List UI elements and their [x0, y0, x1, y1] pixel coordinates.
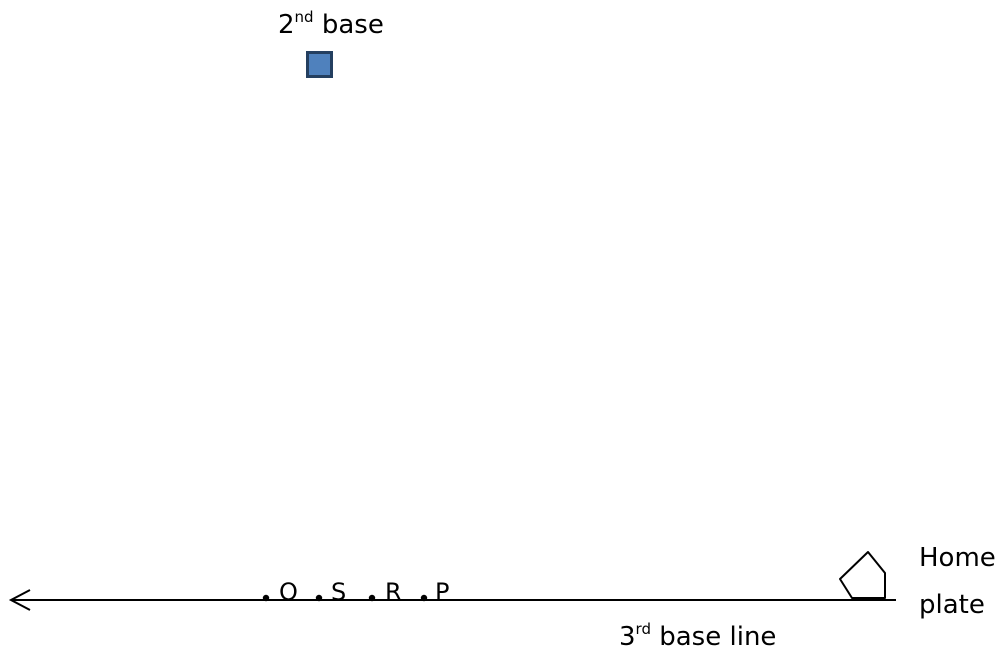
point-s-label: S [331, 578, 347, 606]
point-p-label: P [435, 578, 450, 606]
second-base-marker [306, 51, 333, 78]
point-r-label: R [385, 578, 402, 606]
third-base-words: base line [659, 622, 777, 652]
second-base-label: 2nd base [278, 10, 384, 40]
point-o-label: O [279, 578, 298, 606]
point-r-dot [368, 594, 376, 602]
third-base-suffix: rd [635, 620, 651, 638]
second-base-number: 2 [278, 10, 295, 40]
home-plate-label-line2: plate [919, 590, 985, 620]
point-p-dot [420, 594, 428, 602]
third-base-number: 3 [619, 622, 636, 652]
point-o-dot [262, 594, 270, 602]
home-plate-label-line1: Home [919, 543, 996, 573]
third-base-line-label: 3rd base line [619, 622, 777, 652]
second-base-word: base [321, 10, 384, 40]
home-plate-icon [839, 551, 886, 599]
second-base-suffix: nd [294, 8, 314, 26]
point-s-dot [315, 594, 323, 602]
arrowhead-left-icon [8, 589, 31, 611]
